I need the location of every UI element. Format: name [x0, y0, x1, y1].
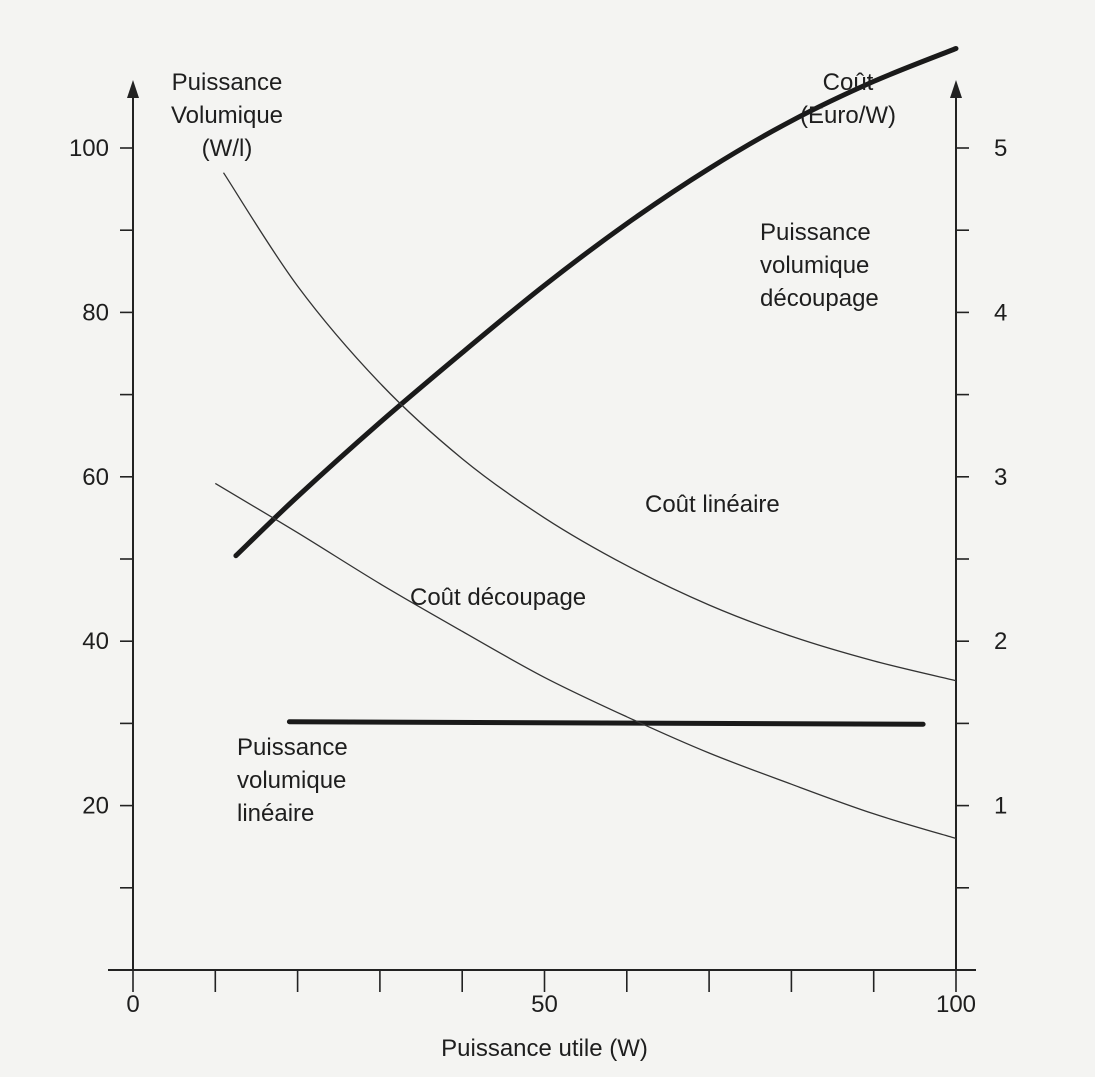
series-line-cout-lineaire [222, 172, 957, 682]
y-left-axis-title-line: Puissance [172, 69, 283, 96]
x-axis-title: Puissance utile (W) [441, 1035, 648, 1062]
y-right-axis-title-line: Coût [823, 69, 874, 96]
y-left-tick-label: 100 [69, 135, 109, 162]
y-left-axis-arrow-icon [127, 80, 139, 98]
series-label-cout-decoupage: Coût découpage [410, 584, 586, 611]
x-tick-label: 100 [936, 991, 976, 1018]
y-right-tick-label: 5 [994, 135, 1007, 162]
series-line-puissance-volumique-lineaire [286, 719, 926, 727]
y-left-tick-label: 20 [82, 793, 109, 820]
series-label-puissance-volumique-lineaire: linéaire [237, 800, 314, 827]
y-left-tick-label: 60 [82, 464, 109, 491]
series-label-puissance-volumique-decoupage: Puissance [760, 219, 871, 246]
x-tick-label: 0 [126, 991, 139, 1018]
series-label-puissance-volumique-lineaire: Puissance [237, 734, 348, 761]
series-label-puissance-volumique-decoupage: volumique [760, 252, 869, 279]
y-right-axis-title-line: (Euro/W) [800, 102, 896, 129]
axes-group [108, 80, 976, 971]
series-line-cout-decoupage [214, 482, 957, 840]
y-left-axis-title-line: (W/l) [202, 135, 253, 162]
y-right-tick-label: 2 [994, 628, 1007, 655]
series-label-puissance-volumique-lineaire: volumique [237, 767, 346, 794]
y-left-tick-label: 40 [82, 628, 109, 655]
series-label-puissance-volumique-decoupage: découpage [760, 285, 879, 312]
series-group [214, 46, 959, 840]
ticks-group [120, 147, 969, 992]
x-tick-label: 50 [531, 991, 558, 1018]
y-right-tick-label: 3 [994, 464, 1007, 491]
y-left-axis-title-line: Volumique [171, 102, 283, 129]
tick-labels-group: 0 50 100 20 40 60 80 100 1 2 3 4 5 [69, 135, 1007, 1018]
series-line-puissance-volumique-decoupage [233, 46, 959, 559]
y-right-tick-label: 1 [994, 793, 1007, 820]
series-annotations-group: Puissance volumique découpage Puissance volu… [237, 219, 879, 827]
axis-titles-group: Puissance utile (W) Puissance Volumique (W… [171, 69, 896, 1062]
y-right-tick-label: 4 [994, 299, 1007, 326]
series-label-cout-lineaire: Coût linéaire [645, 491, 780, 518]
y-left-tick-label: 80 [82, 299, 109, 326]
y-right-axis-arrow-icon [950, 80, 962, 98]
